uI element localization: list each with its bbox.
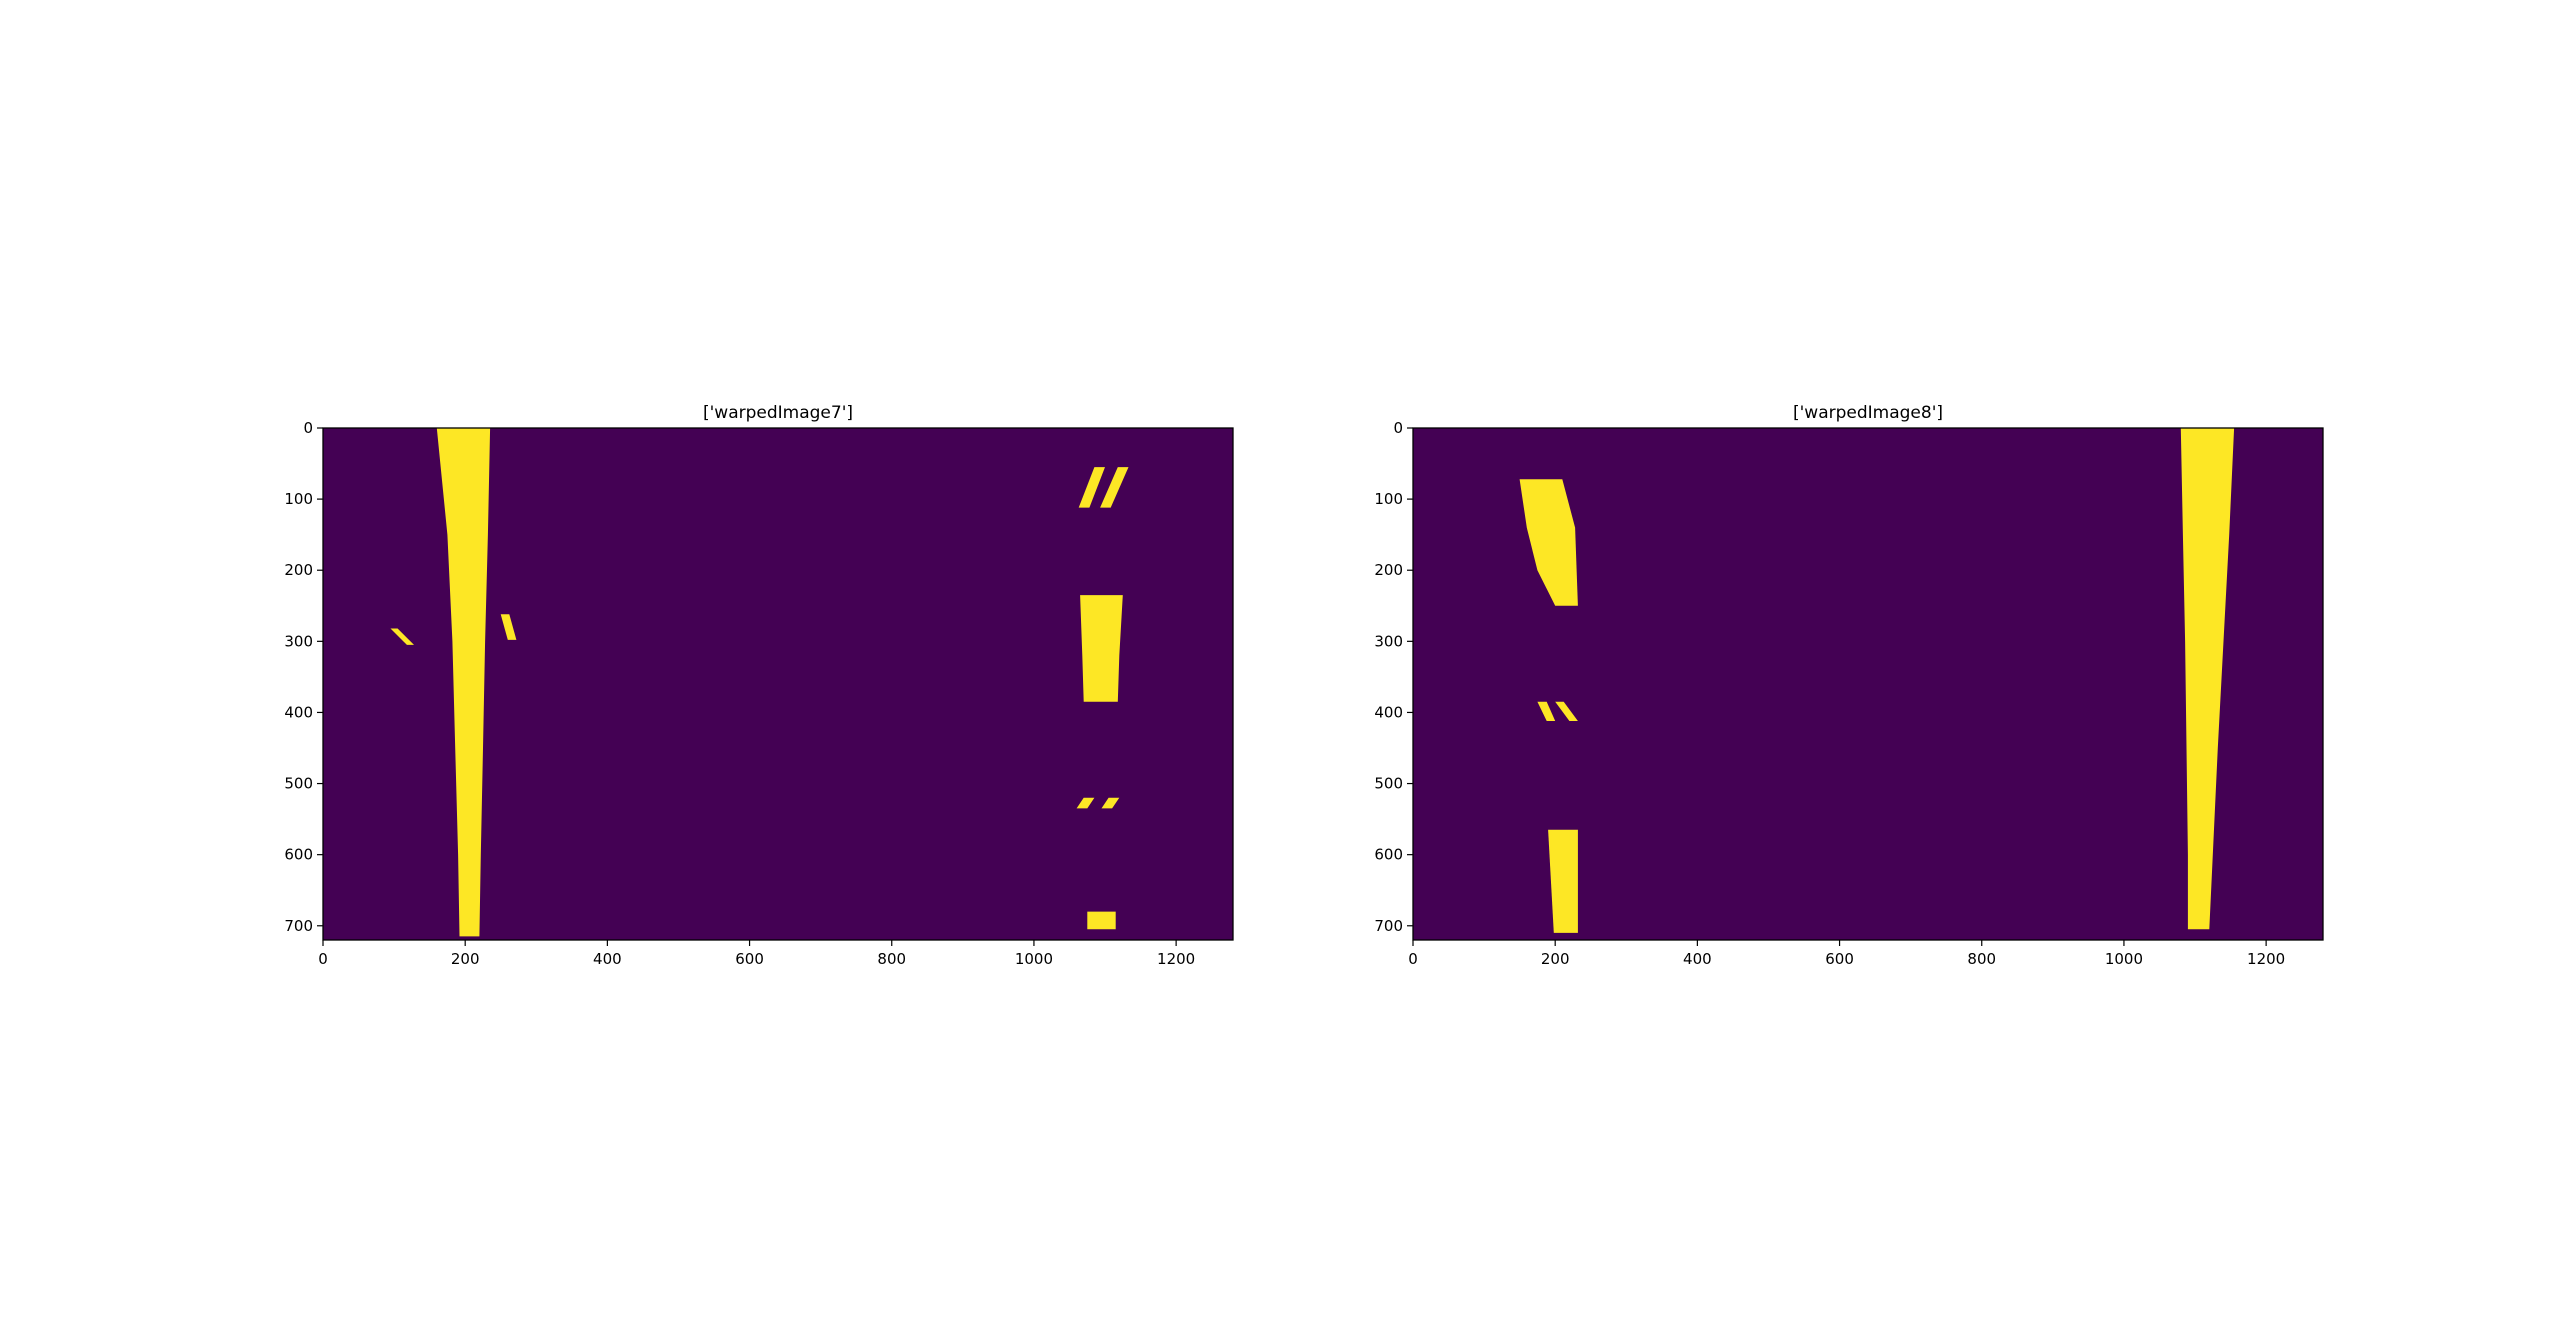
region-right-dash-bottom: [1087, 911, 1116, 930]
region-left-fragment-1: [390, 628, 414, 645]
y-tick-label: 300: [284, 632, 313, 650]
y-tick-label: 700: [1374, 917, 1403, 935]
y-tick-label: 600: [284, 846, 313, 864]
x-tick-label: 600: [1825, 950, 1854, 968]
y-tick-label: 0: [1393, 419, 1403, 437]
y-tick-label: 500: [284, 775, 313, 793]
x-tick-label: 200: [451, 950, 480, 968]
region-right-lane-line: [2180, 428, 2235, 930]
y-tick-label: 700: [284, 917, 313, 935]
x-tick-label: 1000: [1015, 950, 1053, 968]
region-left-lane-line: [436, 428, 491, 937]
y-tick-label: 300: [1374, 632, 1403, 650]
y-tick-label: 200: [1374, 561, 1403, 579]
y-tick-label: 0: [303, 419, 313, 437]
axes-frame: [322, 427, 1234, 941]
region-left-fragment-b: [1555, 701, 1578, 721]
y-tick-label: 200: [284, 561, 313, 579]
region-right-dash-mid: [1080, 595, 1123, 702]
region-right-dash-top-a: [1078, 467, 1105, 508]
region-left-fragment-2: [500, 614, 517, 640]
region-left-fragment-a: [1537, 701, 1556, 721]
y-tick-label: 400: [284, 703, 313, 721]
region-right-dash-top-b: [1100, 467, 1129, 508]
x-tick-label: 200: [1541, 950, 1570, 968]
x-tick-label: 0: [318, 950, 328, 968]
y-tick-label: 100: [1374, 490, 1403, 508]
region-left-dash-top: [1519, 479, 1578, 606]
y-tick-label: 100: [284, 490, 313, 508]
x-tick-label: 800: [877, 950, 906, 968]
x-tick-label: 800: [1967, 950, 1996, 968]
axes-warpedimage7: ['warpedImage7'] 0 200 400 600 800 1000 1200 0 10…: [284, 403, 1234, 968]
chart-title: ['warpedImage7']: [703, 403, 853, 423]
x-tick-label: 400: [593, 950, 622, 968]
chart-title: ['warpedImage8']: [1793, 403, 1943, 423]
y-tick-label: 400: [1374, 703, 1403, 721]
x-tick-label: 1200: [2247, 950, 2285, 968]
region-right-dash-lower-a: [1076, 797, 1095, 809]
x-tick-label: 400: [1683, 950, 1712, 968]
x-tick-label: 1200: [1157, 950, 1195, 968]
x-tick-label: 0: [1408, 950, 1418, 968]
x-tick-label: 1000: [2105, 950, 2143, 968]
axes-frame: [1412, 427, 2324, 941]
region-right-dash-lower-b: [1101, 797, 1120, 809]
region-left-dash-bottom: [1548, 829, 1578, 933]
axes-warpedimage8: ['warpedImage8'] 0 200 400 600 800 1000 1200 0 10…: [1374, 403, 2324, 968]
y-tick-label: 500: [1374, 775, 1403, 793]
y-tick-label: 600: [1374, 846, 1403, 864]
x-tick-label: 600: [735, 950, 764, 968]
